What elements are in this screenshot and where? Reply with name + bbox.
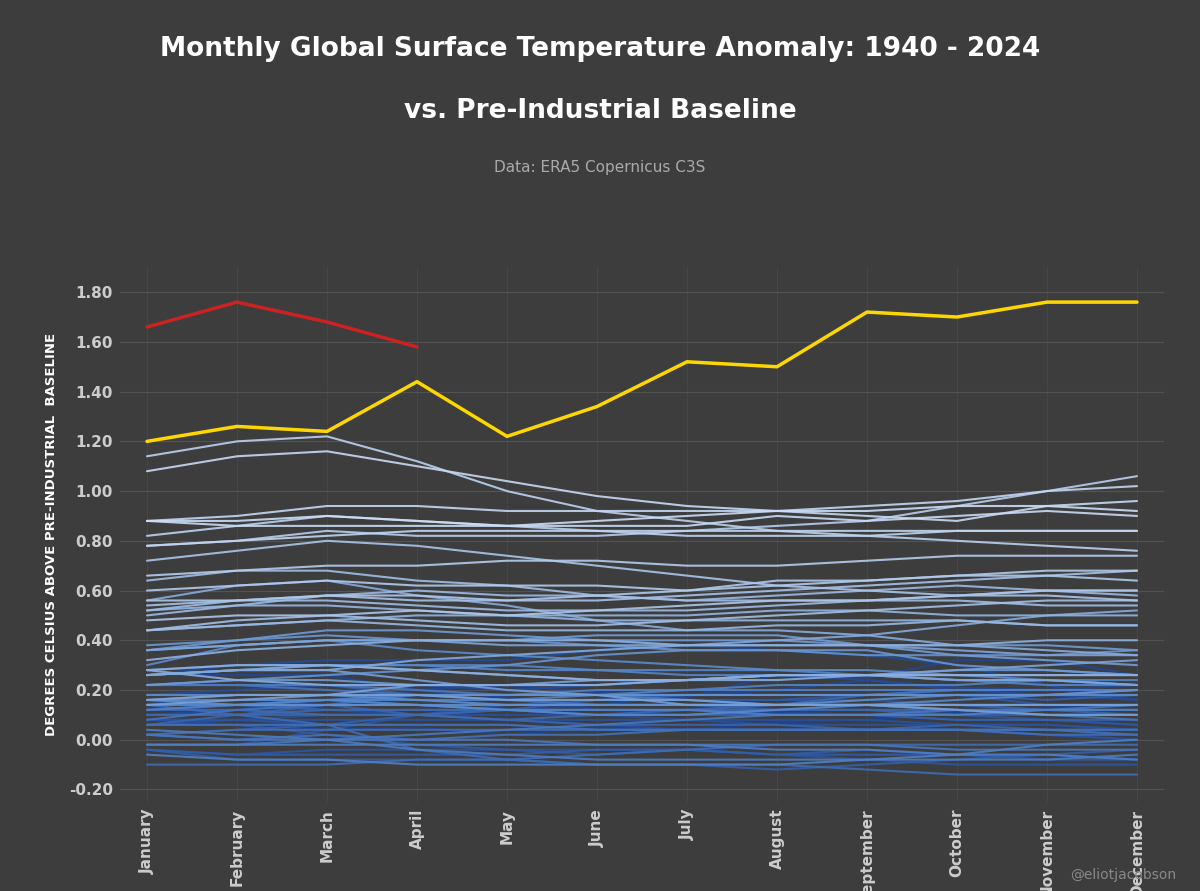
Text: Monthly Global Surface Temperature Anomaly: 1940 - 2024: Monthly Global Surface Temperature Anoma… [160, 36, 1040, 61]
Text: vs. Pre-Industrial Baseline: vs. Pre-Industrial Baseline [403, 98, 797, 124]
Text: @eliotjacobson: @eliotjacobson [1070, 868, 1176, 882]
Y-axis label: DEGREES CELSIUS ABOVE PRE-INDUSTRIAL  BASELINE: DEGREES CELSIUS ABOVE PRE-INDUSTRIAL BAS… [44, 333, 58, 736]
Text: Data: ERA5 Copernicus C3S: Data: ERA5 Copernicus C3S [494, 160, 706, 176]
